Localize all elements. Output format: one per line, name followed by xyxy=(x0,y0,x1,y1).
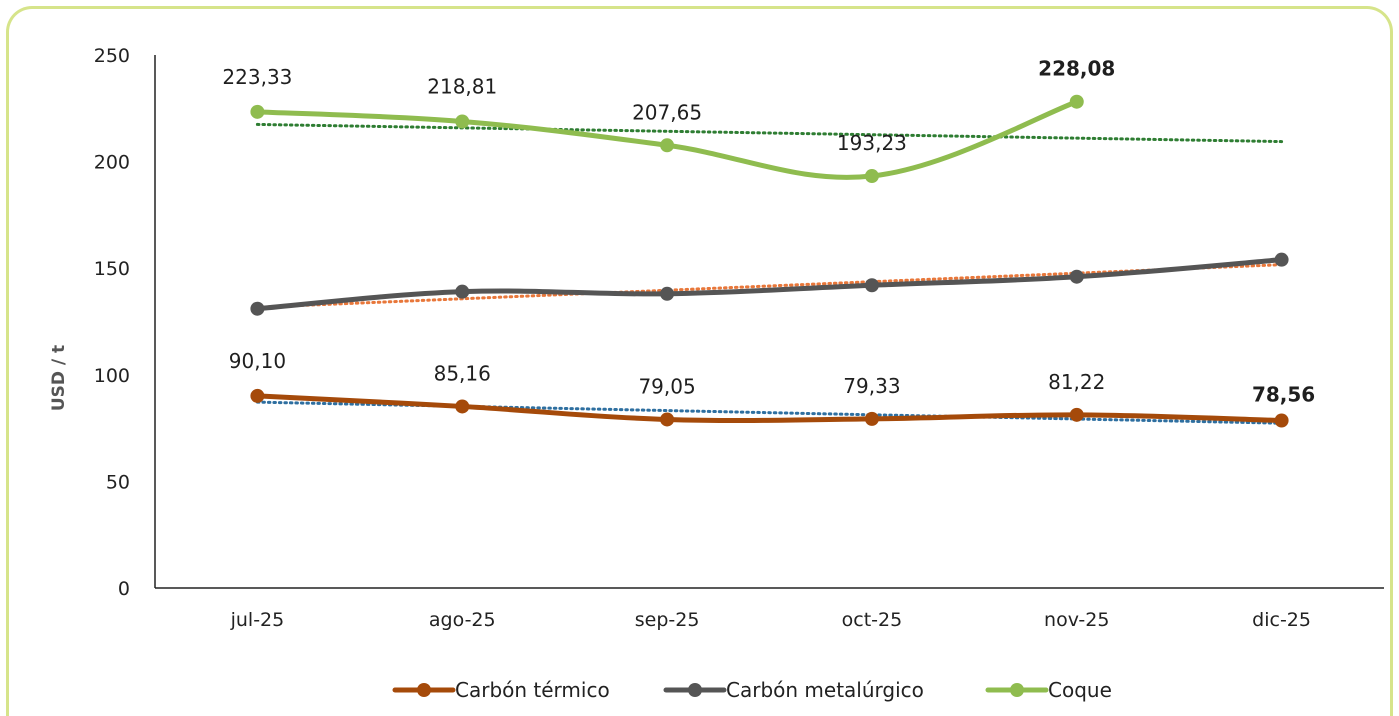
legend-label: Coque xyxy=(1048,678,1112,702)
data-point xyxy=(455,284,470,299)
x-tick-label: sep-25 xyxy=(635,609,700,631)
x-tick-label: jul-25 xyxy=(230,609,285,631)
data-point xyxy=(660,412,675,427)
data-label: 79,05 xyxy=(638,374,695,398)
y-tick-label: 50 xyxy=(106,471,130,493)
y-tick-label: 0 xyxy=(118,578,130,600)
data-point xyxy=(1274,413,1289,428)
data-label: 90,10 xyxy=(229,349,286,373)
trendline xyxy=(255,122,1284,144)
data-point xyxy=(864,278,879,293)
data-point xyxy=(660,286,675,301)
data-label: 85,16 xyxy=(434,361,491,385)
x-tick-labels: jul-25 ago-25 sep-25 oct-25 nov-25 dic-25 xyxy=(230,609,1311,631)
data-label: 79,33 xyxy=(843,374,900,398)
data-point xyxy=(1274,252,1289,267)
y-tick-label: 200 xyxy=(94,152,130,174)
y-axis-label: USD / t xyxy=(49,345,69,411)
chart-frame xyxy=(6,6,1393,716)
data-points xyxy=(250,94,1289,428)
x-tick-label: oct-25 xyxy=(842,609,903,631)
legend-marker-1 xyxy=(688,683,702,697)
series-line xyxy=(254,257,1285,312)
data-point xyxy=(250,301,265,316)
axes: USD / t xyxy=(49,55,1384,589)
data-point xyxy=(660,138,675,153)
data-point xyxy=(250,104,265,119)
y-tick-label: 250 xyxy=(94,45,130,67)
legend-marker-0 xyxy=(417,683,431,697)
data-point xyxy=(1069,94,1084,109)
data-label: 223,33 xyxy=(222,65,292,89)
data-label: 78,56 xyxy=(1252,383,1315,407)
data-point xyxy=(1069,269,1084,284)
data-point xyxy=(864,411,879,426)
legend: Carbón térmico Carbón metalúrgico Coque xyxy=(392,678,1112,702)
data-label: 81,22 xyxy=(1048,370,1105,394)
data-point xyxy=(1069,407,1084,422)
y-tick-label: 150 xyxy=(94,258,130,280)
data-label: 228,08 xyxy=(1038,57,1115,81)
data-point xyxy=(455,399,470,414)
legend-label: Carbón térmico xyxy=(455,678,610,702)
data-point xyxy=(455,114,470,129)
y-tick-labels: 0 50 100 150 200 250 xyxy=(94,45,130,600)
x-tick-label: nov-25 xyxy=(1044,609,1109,631)
data-point xyxy=(864,169,879,184)
x-tick-label: ago-25 xyxy=(429,609,496,631)
trendline xyxy=(255,263,1284,309)
y-tick-label: 100 xyxy=(94,365,130,387)
data-labels: 90,10 85,16 79,05 79,33 81,22 78,56 223,33 218,… xyxy=(222,57,1315,407)
legend-marker-2 xyxy=(1010,683,1024,697)
data-label: 207,65 xyxy=(632,100,702,124)
series-line xyxy=(254,393,1285,424)
x-tick-label: dic-25 xyxy=(1252,609,1311,631)
data-point xyxy=(250,388,265,403)
legend-label: Carbón metalúrgico xyxy=(726,678,924,702)
series-lines xyxy=(254,99,1285,424)
data-label: 218,81 xyxy=(427,74,497,98)
data-label: 193,23 xyxy=(837,131,907,155)
